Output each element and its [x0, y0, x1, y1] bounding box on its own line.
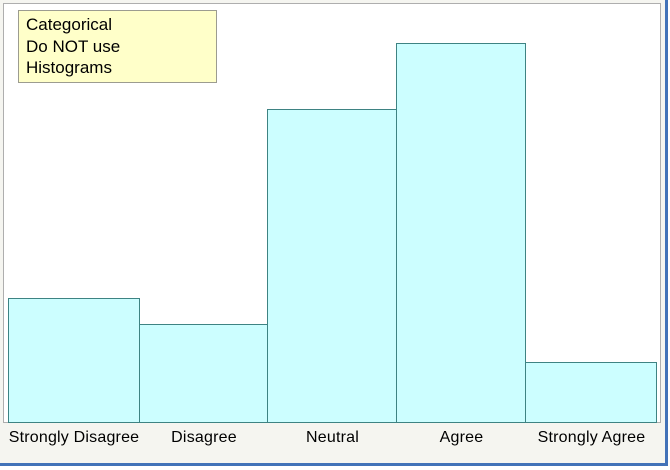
outer-margin-bottom — [0, 466, 670, 470]
bar-neutral — [266, 109, 397, 423]
bar-strongly-agree — [524, 362, 657, 423]
bar-agree — [395, 43, 526, 423]
x-axis-label-disagree: Disagree — [171, 429, 237, 446]
page-edge-line-right — [665, 0, 668, 466]
x-axis-label-agree: Agree — [439, 429, 484, 446]
note-line-3: Histograms — [26, 58, 112, 77]
page-edge-line-bottom — [0, 463, 668, 466]
x-axis-label-strongly-disagree: Strongly Disagree — [8, 429, 140, 446]
annotation-note: Categorical Do NOT use Histograms — [18, 10, 217, 83]
outer-margin-right — [668, 0, 670, 470]
x-axis-label-neutral: Neutral — [306, 429, 359, 446]
bar-strongly-disagree — [8, 298, 140, 423]
x-axis-label-strongly-agree: Strongly Agree — [537, 429, 646, 446]
bar-disagree — [138, 324, 268, 423]
note-line-1: Categorical — [26, 15, 112, 34]
note-line-2: Do NOT use — [26, 36, 121, 56]
